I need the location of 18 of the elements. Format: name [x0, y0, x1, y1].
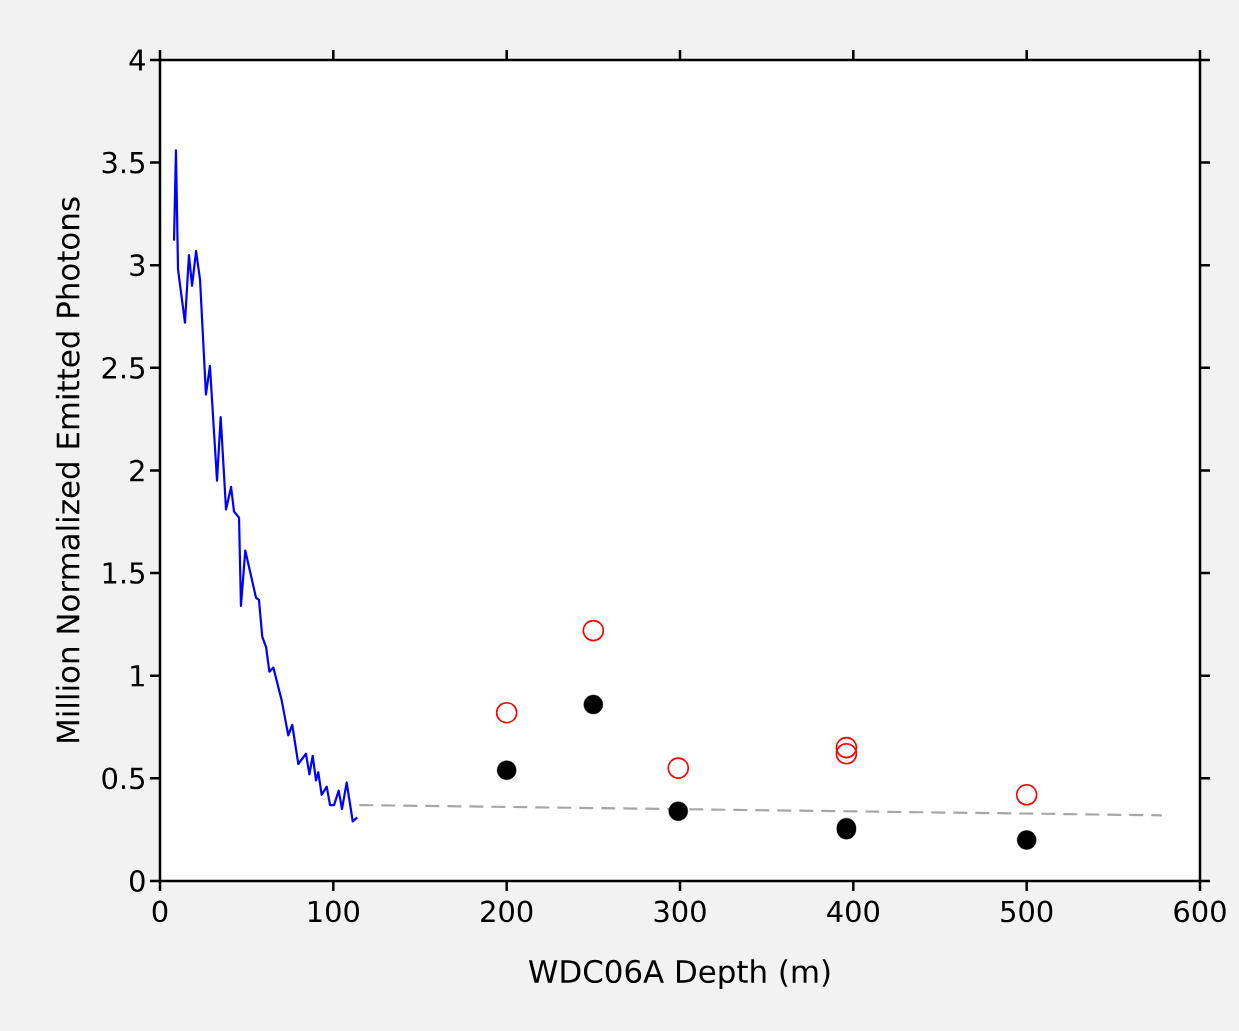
- y-tick-label: 0: [130, 870, 145, 892]
- y-tick-label: 2: [130, 459, 144, 482]
- x-axis-title: WDC06A Depth (m): [528, 959, 830, 990]
- x-tick-label: 500: [1001, 900, 1053, 923]
- y-tick-label: 3: [130, 254, 145, 277]
- y-tick-label: 2.5: [102, 356, 144, 379]
- x-tick-label: 400: [827, 900, 879, 923]
- y-tick-label: 0.5: [102, 767, 144, 790]
- y-tick-label: 1: [131, 665, 144, 687]
- x-tick-label: 200: [481, 900, 533, 923]
- y-tick-label: 1.5: [103, 562, 144, 584]
- y-axis-title: Million Normalized Emitted Photons: [55, 197, 80, 742]
- x-tick-label: 600: [1174, 900, 1226, 923]
- x-tick-label: 300: [654, 900, 706, 923]
- y-tick-label: 4: [129, 49, 145, 71]
- x-tick-label: 0: [152, 900, 168, 923]
- x-tick-label: 100: [308, 900, 359, 923]
- y-tick-label: 3.5: [102, 151, 144, 174]
